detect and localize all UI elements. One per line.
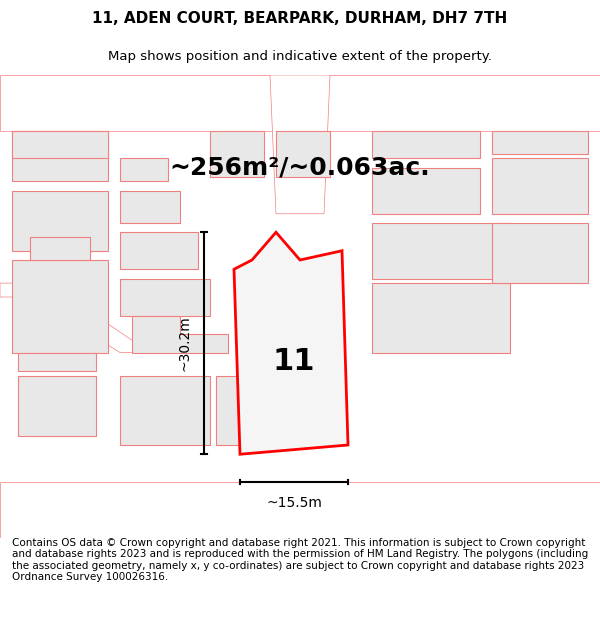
- Polygon shape: [234, 232, 348, 454]
- Polygon shape: [372, 283, 510, 352]
- Text: 11, ADEN COURT, BEARPARK, DURHAM, DH7 7TH: 11, ADEN COURT, BEARPARK, DURHAM, DH7 7T…: [92, 11, 508, 26]
- Polygon shape: [12, 131, 108, 181]
- Polygon shape: [120, 279, 210, 316]
- Polygon shape: [492, 131, 588, 154]
- Text: ~15.5m: ~15.5m: [266, 496, 322, 510]
- Polygon shape: [120, 191, 180, 223]
- Polygon shape: [18, 352, 96, 371]
- Polygon shape: [120, 232, 198, 269]
- Polygon shape: [0, 283, 150, 352]
- Polygon shape: [492, 223, 588, 283]
- Polygon shape: [12, 191, 108, 251]
- Text: 11: 11: [273, 348, 315, 376]
- Polygon shape: [210, 131, 264, 177]
- Polygon shape: [0, 482, 600, 538]
- Polygon shape: [120, 158, 168, 181]
- Polygon shape: [18, 376, 96, 436]
- Polygon shape: [0, 75, 600, 131]
- Polygon shape: [372, 131, 480, 158]
- Text: Contains OS data © Crown copyright and database right 2021. This information is : Contains OS data © Crown copyright and d…: [12, 538, 588, 582]
- Polygon shape: [30, 237, 90, 260]
- Polygon shape: [132, 316, 228, 352]
- Polygon shape: [372, 223, 510, 279]
- Text: ~30.2m: ~30.2m: [178, 316, 192, 371]
- Text: Map shows position and indicative extent of the property.: Map shows position and indicative extent…: [108, 50, 492, 62]
- Polygon shape: [276, 131, 330, 177]
- Polygon shape: [216, 376, 300, 445]
- Polygon shape: [270, 75, 330, 214]
- Polygon shape: [492, 158, 588, 214]
- Polygon shape: [372, 168, 480, 214]
- Polygon shape: [12, 131, 108, 158]
- Polygon shape: [12, 260, 108, 352]
- Text: ~256m²/~0.063ac.: ~256m²/~0.063ac.: [170, 156, 430, 179]
- Polygon shape: [120, 376, 210, 445]
